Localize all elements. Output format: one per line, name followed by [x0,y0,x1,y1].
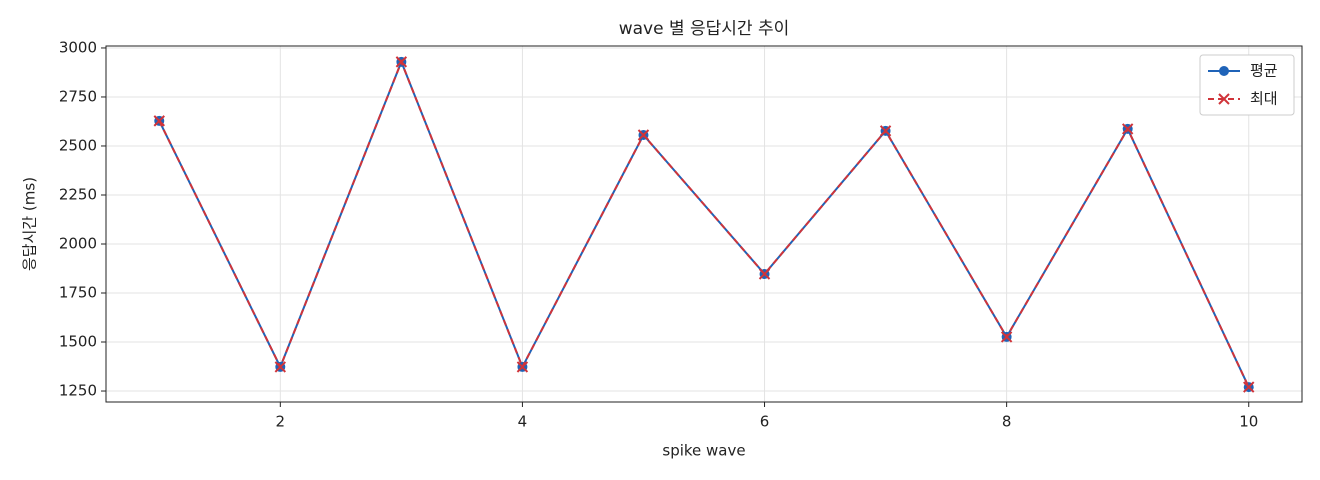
y-tick-label: 2750 [59,87,97,105]
x-tick-label: 10 [1239,413,1258,431]
plot-frame [105,45,1303,403]
y-tick-label: 3000 [59,38,97,56]
y-tick-label: 1500 [59,333,97,351]
marker [879,125,892,137]
legend-label: 최대 [1250,90,1278,108]
y-tick-label: 2250 [59,185,97,203]
x-tick-label: 2 [276,413,286,431]
series-line [158,59,1250,388]
chart-title: wave 별 응답시간 추이 [619,19,790,39]
x-axis-label: spike wave [662,442,745,460]
marker [395,56,408,68]
y-tick-label: 2500 [59,136,97,154]
marker [516,361,529,373]
marker [1000,331,1013,343]
legend-label: 평균 [1250,62,1278,80]
legend-box [1199,54,1295,116]
legend-marker [1218,93,1230,105]
marker [274,361,287,373]
marker [637,129,650,141]
marker [153,115,165,127]
legend-marker [1219,66,1229,76]
series-line [158,59,1250,388]
y-tick-label: 2000 [59,234,97,252]
x-tick-label: 6 [760,413,770,431]
marker [1243,381,1255,393]
y-tick-label: 1750 [59,284,97,302]
x-tick-label: 4 [518,413,528,431]
marker [758,268,771,280]
marker [1121,123,1134,135]
y-axis-label: 응답시간 (ms) [21,177,39,271]
x-tick-label: 8 [1002,413,1012,431]
y-tick-label: 1250 [59,382,97,400]
